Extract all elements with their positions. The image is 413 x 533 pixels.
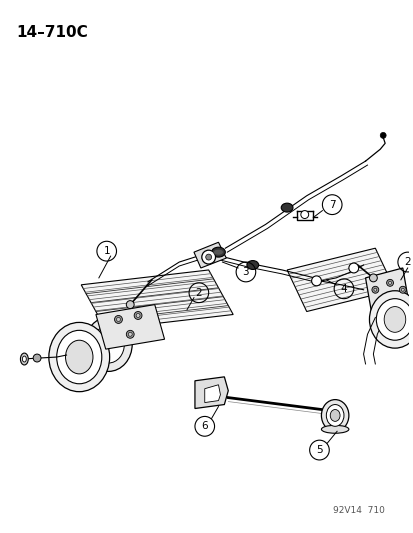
Circle shape — [201, 250, 215, 264]
Ellipse shape — [93, 325, 124, 363]
Circle shape — [114, 316, 122, 324]
Polygon shape — [81, 270, 233, 329]
Polygon shape — [365, 268, 409, 318]
Polygon shape — [286, 248, 394, 311]
Polygon shape — [204, 385, 220, 402]
Ellipse shape — [280, 203, 292, 212]
Circle shape — [33, 354, 41, 362]
Circle shape — [300, 211, 308, 219]
Polygon shape — [194, 243, 226, 268]
Text: 92V14  710: 92V14 710 — [332, 506, 384, 515]
Circle shape — [134, 311, 142, 319]
Ellipse shape — [20, 353, 28, 365]
Circle shape — [205, 254, 211, 260]
Ellipse shape — [325, 405, 343, 426]
Ellipse shape — [320, 400, 348, 431]
Ellipse shape — [246, 261, 258, 270]
Circle shape — [388, 281, 391, 284]
Circle shape — [371, 286, 378, 293]
Ellipse shape — [65, 340, 93, 374]
Text: 3: 3 — [242, 267, 249, 277]
Circle shape — [368, 274, 376, 282]
Ellipse shape — [213, 249, 223, 255]
Ellipse shape — [368, 290, 413, 348]
Text: 7: 7 — [328, 200, 335, 209]
Circle shape — [373, 288, 376, 291]
Circle shape — [136, 313, 140, 318]
Ellipse shape — [22, 356, 26, 362]
Ellipse shape — [57, 330, 102, 384]
Ellipse shape — [211, 247, 225, 257]
Circle shape — [126, 301, 134, 309]
Circle shape — [400, 288, 404, 291]
Text: 2: 2 — [195, 288, 202, 298]
Ellipse shape — [49, 322, 109, 392]
Ellipse shape — [320, 425, 348, 433]
Ellipse shape — [375, 298, 413, 340]
Circle shape — [348, 263, 358, 273]
Ellipse shape — [383, 306, 405, 332]
Circle shape — [386, 279, 392, 286]
Ellipse shape — [85, 317, 132, 372]
Text: 14–710C: 14–710C — [17, 25, 88, 39]
Polygon shape — [195, 377, 228, 408]
Text: 5: 5 — [316, 445, 322, 455]
Text: 6: 6 — [201, 421, 208, 431]
Ellipse shape — [330, 409, 339, 422]
Circle shape — [311, 276, 320, 286]
Circle shape — [379, 132, 385, 139]
Text: 4: 4 — [340, 284, 347, 294]
Circle shape — [126, 330, 134, 338]
Circle shape — [399, 286, 405, 293]
Circle shape — [128, 332, 132, 336]
Text: 2: 2 — [404, 257, 410, 267]
Circle shape — [116, 318, 120, 321]
Text: 1: 1 — [103, 246, 110, 256]
Polygon shape — [96, 304, 164, 349]
